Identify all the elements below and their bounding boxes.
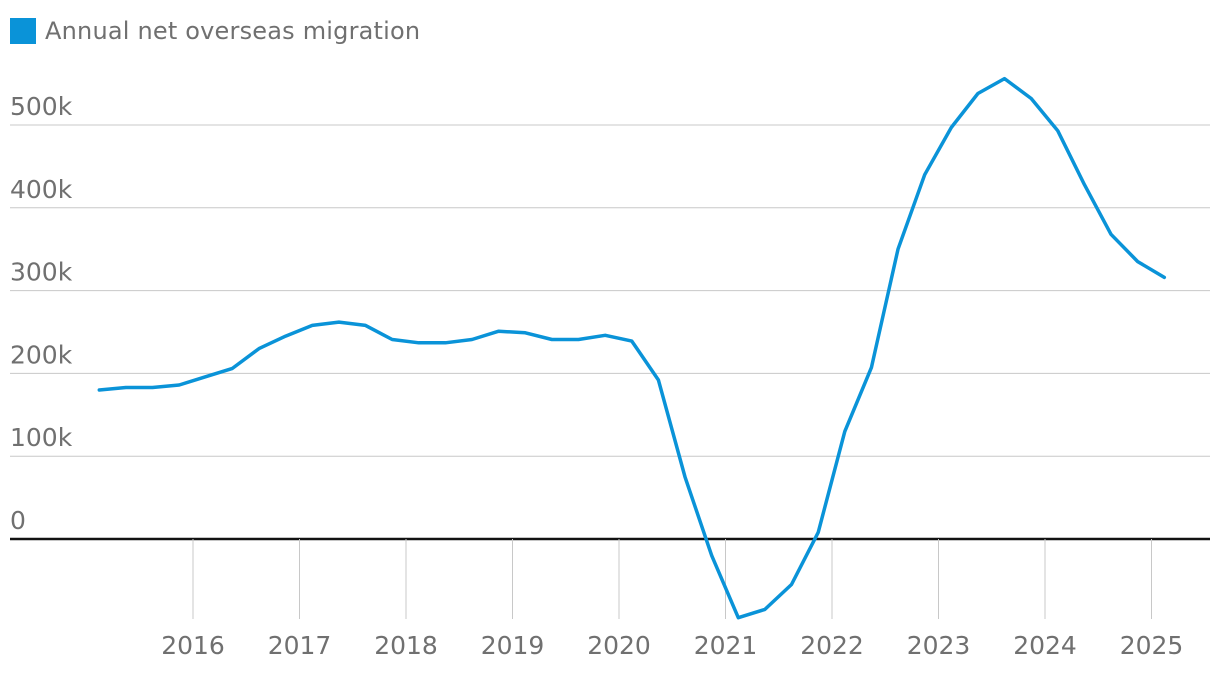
x-tick-label: 2024 — [1013, 631, 1077, 660]
series-layer — [97, 76, 1167, 620]
series-line-net-overseas-migration — [97, 76, 1167, 620]
y-tick-label: 500k — [10, 92, 73, 121]
chart-legend: Annual net overseas migration — [10, 14, 420, 48]
y-tick-label: 400k — [10, 175, 73, 204]
x-axis-ticks: 2016 2017 2018 2019 2020 2021 2022 2023 2024 2025 — [161, 539, 1183, 660]
x-tick-label: 2016 — [161, 631, 225, 660]
x-tick-label: 2023 — [907, 631, 971, 660]
y-tick-label: 200k — [10, 340, 73, 369]
y-axis-ticks: 0 100k 200k 300k 400k 500k — [10, 92, 73, 535]
x-tick-label: 2022 — [800, 631, 864, 660]
x-tick-label: 2019 — [481, 631, 545, 660]
x-tick-label: 2017 — [268, 631, 332, 660]
legend-swatch — [10, 18, 36, 44]
y-tick-label: 0 — [10, 506, 26, 535]
y-tick-label: 100k — [10, 423, 73, 452]
x-tick-label: 2018 — [374, 631, 438, 660]
legend-label: Annual net overseas migration — [45, 17, 421, 45]
grid-layer — [10, 124, 1210, 541]
x-tick-label: 2021 — [694, 631, 758, 660]
x-tick-label: 2025 — [1120, 631, 1184, 660]
y-tick-label: 300k — [10, 258, 73, 287]
x-tick-label: 2020 — [587, 631, 651, 660]
